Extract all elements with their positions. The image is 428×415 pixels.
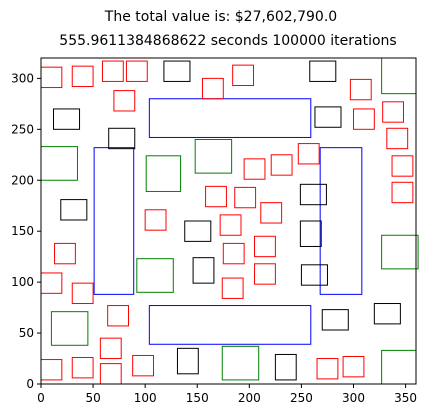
rect-red-19	[297, 143, 320, 165]
rect-red-23	[219, 214, 242, 236]
rect-green-59	[381, 234, 419, 270]
rect-black-49	[192, 257, 215, 284]
rect-blue-0	[148, 98, 312, 138]
rect-red-5	[71, 65, 94, 88]
rect-red-8	[113, 90, 136, 112]
rect-red-29	[54, 242, 76, 265]
x-tick-label-100: 100	[134, 391, 157, 405]
x-tick-label-250: 250	[290, 391, 313, 405]
rect-blue-2	[93, 147, 135, 295]
rect-red-12	[353, 108, 375, 130]
rect-black-44	[314, 106, 342, 128]
rect-red-28	[221, 277, 244, 299]
y-tick-label-300: 300	[11, 71, 34, 85]
rect-black-42	[53, 108, 81, 130]
rect-red-10	[232, 64, 255, 87]
rect-red-22	[260, 202, 283, 224]
rect-red-39	[342, 355, 365, 378]
y-tick-label-100: 100	[11, 275, 34, 289]
rect-green-60	[136, 258, 174, 293]
rect-black-53	[176, 347, 199, 375]
rect-black-48	[299, 220, 322, 247]
x-tick-label-200: 200	[238, 391, 261, 405]
rect-red-30	[40, 272, 63, 294]
x-tick-label-50: 50	[85, 391, 100, 405]
rect-black-52	[373, 303, 401, 325]
rect-red-13	[382, 101, 404, 123]
rect-green-58	[145, 155, 182, 192]
rect-red-33	[99, 337, 122, 360]
rect-red-14	[386, 127, 409, 150]
rect-black-54	[274, 353, 297, 381]
plot-area: 0 50 100 150 200 250 300 350 0 50 100 150 200 250 300	[11, 57, 419, 405]
rect-blue-1	[148, 305, 312, 345]
rect-red-38	[316, 358, 339, 380]
y-tick-label-50: 50	[19, 326, 34, 340]
y-tick-label-200: 200	[11, 173, 34, 187]
rect-red-36	[99, 363, 122, 385]
rect-green-56	[40, 146, 78, 181]
axes-frame	[40, 57, 417, 385]
rect-black-50	[300, 264, 328, 286]
rect-red-6	[101, 60, 124, 82]
rect-green-63	[381, 349, 417, 385]
chart-subtitle: 555.9611384868622 seconds 100000 iterati…	[59, 33, 396, 49]
rect-red-32	[107, 305, 129, 327]
rect-green-57	[194, 139, 233, 174]
rect-red-26	[222, 242, 245, 265]
rect-red-24	[144, 209, 167, 231]
rect-black-40	[163, 60, 191, 82]
rect-red-31	[71, 282, 94, 305]
x-tick-label-150: 150	[186, 391, 209, 405]
rect-green-62	[221, 345, 260, 381]
rect-green-61	[50, 311, 89, 346]
rect-red-20	[205, 185, 227, 208]
chart-title: The total value is: $27,602,790.0	[104, 9, 337, 25]
rect-red-15	[391, 155, 414, 177]
rect-black-45	[299, 183, 327, 206]
rect-blue-3	[319, 147, 363, 295]
rect-red-7	[125, 60, 148, 82]
rect-black-47	[184, 220, 212, 242]
rect-black-51	[321, 309, 349, 331]
y-tick-label-0: 0	[26, 377, 34, 391]
rect-red-16	[391, 181, 414, 204]
rect-black-41	[309, 60, 337, 82]
rect-red-27	[254, 263, 276, 285]
rect-red-18	[270, 154, 293, 176]
rect-green-55	[381, 57, 417, 95]
rect-red-11	[349, 78, 372, 101]
rect-red-34	[40, 359, 63, 381]
rect-red-25	[254, 235, 276, 258]
rect-red-37	[132, 354, 155, 377]
x-tick-label-0: 0	[37, 391, 45, 405]
x-tick-label-300: 300	[342, 391, 365, 405]
x-tick-label-350: 350	[394, 391, 417, 405]
rect-red-35	[71, 357, 94, 379]
rect-black-43	[108, 127, 136, 150]
rect-red-21	[234, 186, 257, 209]
rect-red-4	[40, 66, 63, 89]
rect-black-46	[60, 199, 88, 221]
y-tick-label-250: 250	[11, 122, 34, 136]
rect-red-17	[243, 158, 266, 180]
rect-red-9	[201, 77, 224, 100]
y-tick-label-150: 150	[11, 224, 34, 238]
